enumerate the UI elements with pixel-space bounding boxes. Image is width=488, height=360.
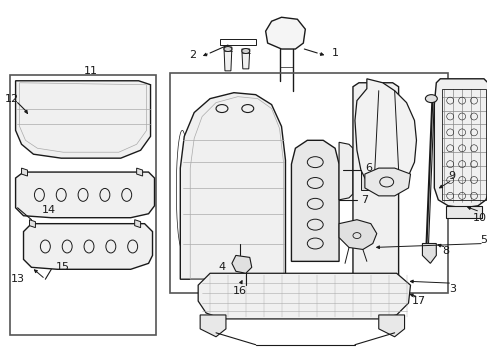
Polygon shape (338, 142, 352, 200)
Polygon shape (231, 255, 251, 273)
Polygon shape (16, 172, 154, 218)
Polygon shape (378, 315, 404, 337)
Polygon shape (265, 17, 305, 49)
Bar (360, 148, 390, 190)
Text: 6: 6 (365, 163, 371, 173)
Ellipse shape (224, 46, 231, 51)
Text: 9: 9 (447, 171, 455, 181)
Ellipse shape (242, 49, 249, 54)
Text: 1: 1 (331, 48, 338, 58)
Text: 8: 8 (442, 247, 449, 256)
Bar (10, 75, 156, 335)
Polygon shape (134, 220, 141, 228)
Polygon shape (291, 140, 338, 261)
Text: 13: 13 (11, 274, 24, 284)
Polygon shape (21, 168, 27, 176)
Polygon shape (23, 224, 152, 269)
Text: 11: 11 (84, 66, 98, 76)
Polygon shape (200, 315, 225, 337)
Polygon shape (242, 49, 249, 69)
Text: 14: 14 (42, 205, 56, 215)
Polygon shape (16, 81, 150, 158)
Polygon shape (29, 220, 35, 228)
Polygon shape (433, 79, 488, 208)
Text: 15: 15 (56, 262, 70, 272)
Text: 12: 12 (4, 94, 19, 104)
Text: 2: 2 (188, 50, 195, 60)
Polygon shape (224, 47, 231, 71)
Polygon shape (446, 206, 481, 218)
Text: 5: 5 (480, 234, 487, 244)
Polygon shape (352, 83, 398, 285)
Polygon shape (198, 273, 409, 319)
Text: 4: 4 (218, 262, 225, 272)
Polygon shape (136, 168, 142, 176)
Text: 10: 10 (472, 213, 486, 223)
Text: 17: 17 (410, 296, 425, 306)
Polygon shape (422, 243, 435, 264)
Polygon shape (180, 93, 285, 279)
Polygon shape (364, 168, 409, 196)
Ellipse shape (425, 95, 436, 103)
Polygon shape (338, 220, 376, 249)
Text: 16: 16 (232, 286, 246, 296)
Text: 7: 7 (361, 195, 367, 205)
Text: 3: 3 (448, 284, 455, 294)
Bar (170, 73, 447, 293)
Polygon shape (354, 79, 416, 190)
